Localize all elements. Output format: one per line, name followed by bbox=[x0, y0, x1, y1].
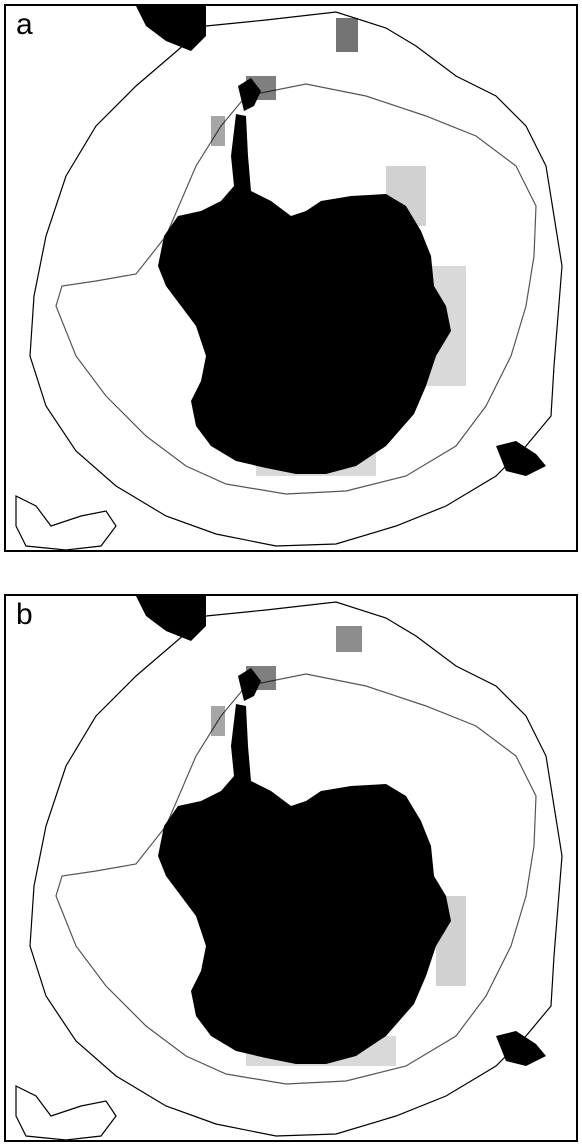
polar-front-line bbox=[55, 83, 537, 495]
outer-contour bbox=[29, 11, 563, 547]
australia-coast bbox=[15, 1085, 117, 1140]
outer-contour bbox=[29, 601, 563, 1137]
map-panel-b: b bbox=[4, 594, 578, 1142]
australia-coast bbox=[15, 495, 117, 550]
africa-fragment bbox=[496, 441, 546, 476]
antarctica-landmass bbox=[158, 114, 451, 474]
panel-label: b bbox=[16, 598, 33, 631]
polar-front-line bbox=[55, 673, 537, 1085]
panel-label: a bbox=[16, 8, 33, 41]
south-america-tip bbox=[136, 6, 206, 51]
antarctic-map-a bbox=[15, 6, 563, 550]
sample-points-a bbox=[211, 18, 466, 476]
africa-fragment bbox=[496, 1031, 546, 1066]
map-panel-a: a bbox=[4, 4, 578, 552]
sample-points-b bbox=[211, 626, 466, 1066]
south-america-tip bbox=[136, 596, 206, 641]
antarctica-landmass bbox=[158, 704, 451, 1064]
antarctic-map-b bbox=[15, 596, 563, 1140]
